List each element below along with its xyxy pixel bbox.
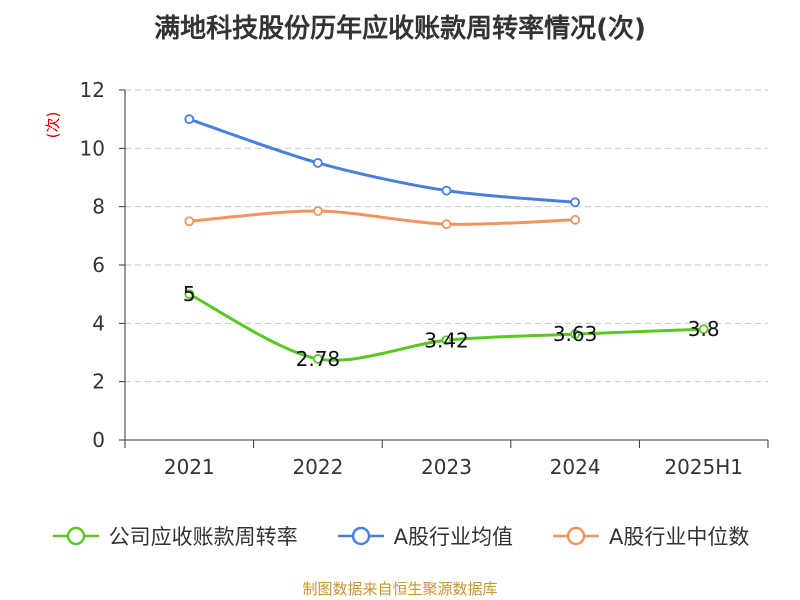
data-point-industry-median	[312, 206, 323, 216]
data-point-industry-avg	[441, 185, 452, 196]
data-point-company	[184, 289, 195, 300]
data-point-industry-avg	[570, 197, 580, 208]
data-label: 5	[183, 282, 196, 306]
legend-label-company: 公司应收账款周转率	[108, 525, 298, 549]
data-point-company	[570, 329, 580, 340]
y-tick-label: 8	[92, 195, 105, 219]
legend-item-industry-median[interactable]: A股行业中位数	[551, 521, 749, 551]
y-tick-label: 10	[80, 136, 105, 160]
source-note: 制图数据来自恒生聚源数据库	[302, 580, 498, 598]
legend-label-industry-median: A股行业中位数	[609, 525, 750, 549]
data-point-industry-median	[570, 214, 580, 225]
y-tick-label: 2	[92, 370, 105, 394]
x-tick-label: 2021	[164, 455, 215, 479]
y-tick-label: 4	[92, 311, 105, 335]
x-tick-label: 2023	[421, 455, 472, 479]
data-point-company	[441, 335, 452, 346]
data-point-company	[698, 324, 709, 335]
y-tick-label: 6	[92, 253, 105, 277]
y-tick-label: 0	[92, 428, 105, 452]
legend: 公司应收账款周转率 A股行业均值 A股行业中位数	[0, 520, 800, 552]
series-line-industry-avg	[188, 117, 576, 204]
y-tick-label: 12	[80, 78, 105, 102]
legend-marker-icon	[553, 526, 599, 546]
data-point-industry-avg	[184, 114, 195, 125]
data-label: 3.8	[688, 317, 720, 341]
x-tick-label: 2025H1	[664, 455, 743, 479]
data-point-industry-median	[184, 216, 195, 227]
x-tick-label: 2022	[292, 455, 343, 479]
x-tick-label: 2024	[550, 455, 601, 479]
data-point-industry-median	[441, 219, 452, 230]
chart-title: 满地科技股份历年应收账款周转率情况(次)	[154, 14, 646, 44]
y-axis-label: (次)	[44, 112, 62, 139]
series-line-industry-median	[189, 209, 576, 226]
data-point-industry-avg	[312, 158, 323, 168]
legend-marker-icon	[52, 526, 99, 546]
legend-marker-icon	[337, 526, 384, 546]
data-label: 3.42	[424, 328, 469, 352]
data-label: 3.63	[553, 322, 598, 346]
data-point-company	[312, 354, 323, 364]
legend-label-industry-avg: A股行业均值	[393, 525, 513, 549]
legend-item-industry-avg[interactable]: A股行业均值	[336, 521, 513, 551]
data-label: 2.78	[296, 347, 341, 371]
legend-item-company[interactable]: 公司应收账款周转率	[51, 521, 298, 551]
